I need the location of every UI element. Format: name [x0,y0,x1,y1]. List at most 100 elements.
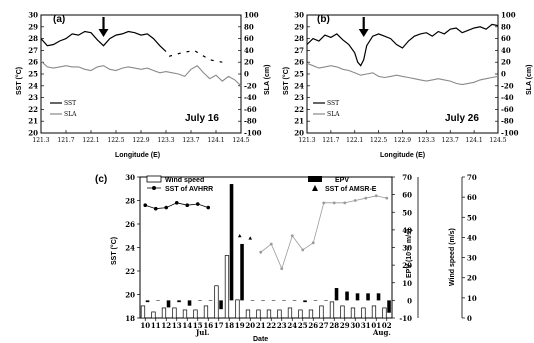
panel-c-wind-bar [329,301,335,319]
panel-c-wind-bar [161,307,167,319]
panel-c-wind-bar [361,307,366,319]
panel-c-wind-bar [140,305,146,319]
panel-c-xtick-label: 02 [382,321,392,330]
panel-a-ytick-left-label: 26 [28,58,38,67]
panel-a-xtick-label: 121.3 [32,137,49,144]
panel-c-sst-grey-point [385,196,389,200]
panel-a-ytick-left-label: 29 [28,22,38,31]
panel-c-sst-grey-point [332,201,336,205]
panel-c-legend-epv-swatch [308,176,322,182]
panel-b-ytick-left-label: 25 [294,70,304,79]
panel-a-legend: SST SLA [50,100,77,118]
panel-c-ylabel-left: SST (°C) [110,237,118,265]
panel-c-epv-bar [250,300,255,301]
panel-c-wind-bar [350,307,356,319]
panel-a-series-sla [40,60,242,87]
panel-c-ytick-mid-label: 40 [402,226,412,235]
panel-c-xtick-label: 29 [340,321,350,330]
panel-b-ytick-left-label: 27 [294,46,304,55]
panel-a-xtick-label: 122.9 [132,137,149,144]
panel-b-legend-sla: SLA [327,111,340,118]
panel-c-epv-bar [177,300,181,303]
panel-c-avhrr-point [206,205,211,210]
panel-a-xtick-label: 123.7 [182,137,199,144]
panel-c-marks: 10 11 12 13 14 15 16 17 18 19 20 21 22 23 24 25 26 27 28 29… [125,173,477,330]
panel-b-ylabel-right: SLA (cm) [526,65,533,95]
panel-c-sst-grey-point [353,199,357,202]
panel-a-series-sst [40,30,167,53]
panel-c-xtick-label: 17 [214,321,224,330]
panel-a-ytick-left-label: 30 [28,11,38,20]
panel-a-series-sst-segment [168,49,223,63]
panel-a-ylabel-right: SLA (cm) [264,65,271,95]
panel-a-xtick-label: 124.1 [207,137,224,144]
panel-a-ytick-right-label: 60 [244,34,254,43]
panel-c-epv-bar [229,184,234,301]
panel-a-arrow-head [98,29,109,37]
panel-c-ytick-right-label: 30 [467,254,477,263]
panel-c-avhrr-point [185,203,190,207]
panel-c-wind-bar [245,309,251,319]
panel-b-legend: SST SLA [313,100,340,118]
panel-a-ytick-right-label: 40 [244,46,254,55]
panel-c-legend-avhrr: SST of AVHRR [165,186,213,193]
panel-c-wind-bar [319,305,324,319]
panel-c: (c) Date SST (°C) EPV (10⁻⁶ m/s) Wind sp… [95,173,477,343]
panel-c-month-jul: Jul. [195,328,210,337]
panel-a-ytick-left-label: 21 [28,117,38,126]
panel-c-month-aug: Aug. [372,328,391,337]
panel-a-ytick-right-label: 100 [244,11,259,20]
panel-c-epv-bar [313,300,318,301]
panel-c-xlabel: Date [253,336,268,343]
panel-c-ytick-mid-label: 50 [402,208,412,217]
panel-c-sst-grey-point [290,234,294,238]
panel-a-ytick-left-label: 25 [28,70,38,79]
panel-b-ytick-right-label: 40 [501,46,511,55]
panel-a-ytick-left-label: 23 [28,93,38,102]
panel-b-ytick-right-label: -80 [501,117,514,126]
panel-c-epv-bar [271,300,276,301]
panel-b-ytick-left-label: 21 [294,117,304,126]
panel-c-epv-bar [145,300,150,303]
panel-c-ytick-left-label: 30 [125,173,135,182]
panel-a-xtick-label: 122.1 [82,137,99,144]
panel-a-ytick-left-label: 28 [28,34,38,43]
panel-b-ylabel-left: SST (°C) [282,67,290,95]
panel-c-sst-grey-point [259,250,263,254]
panel-a-ylabel-left: SST (°C) [15,67,23,95]
panel-c-avhrr-point [143,203,148,207]
panel-b-ytick-left-label: 23 [294,93,304,102]
panel-c-xtick-label: 01 [371,321,381,330]
panel-b-ytick-right-label: 80 [501,22,511,31]
panel-c-legend-avhrr-swatch [152,186,156,190]
panel-a-xtick-label: 122.5 [107,137,124,144]
panel-a-ytick-right-label: 20 [244,58,254,67]
panel-c-ytick-left-label: 20 [125,291,135,300]
panel-c-xtick-label: 21 [256,321,266,330]
panel-c-wind-bar [224,255,230,319]
panel-a-ytick-right-label: 0 [244,70,249,79]
panel-c-xtick-label: 30 [350,321,360,330]
panel-c-wind-bar [235,299,240,319]
panel-c-epv-bar [355,293,360,301]
panel-c-epv-bar [219,300,223,310]
panel-a-legend-sst: SST [64,100,76,107]
panel-c-ytick-left-label: 28 [125,197,135,206]
panel-b-series-sla [306,62,499,86]
panel-a-ytick-right-label: -100 [244,129,262,138]
panel-b-ytick-right-label: 0 [501,70,506,79]
panel-b-ytick-left-label: 26 [294,58,304,67]
panel-c-epv-bar [187,300,192,306]
panel-c-wind-bar [371,305,377,319]
panel-c-wind-bar [182,309,188,319]
panel-c-ytick-mid-label: 0 [407,296,412,305]
panel-b-date: July 26 [445,113,479,124]
panel-b-xtick-label: 123.7 [442,137,459,144]
panel-c-legend-epv: EPV [335,177,349,184]
panel-c-avhrr-point [153,206,158,211]
panel-b-xlabel: Longitude (E) [380,152,425,159]
panel-c-sst-grey-point [269,242,273,246]
panel-b-ytick-right-label: -60 [501,105,514,114]
panel-c-xtick-label: 16 [203,321,213,330]
